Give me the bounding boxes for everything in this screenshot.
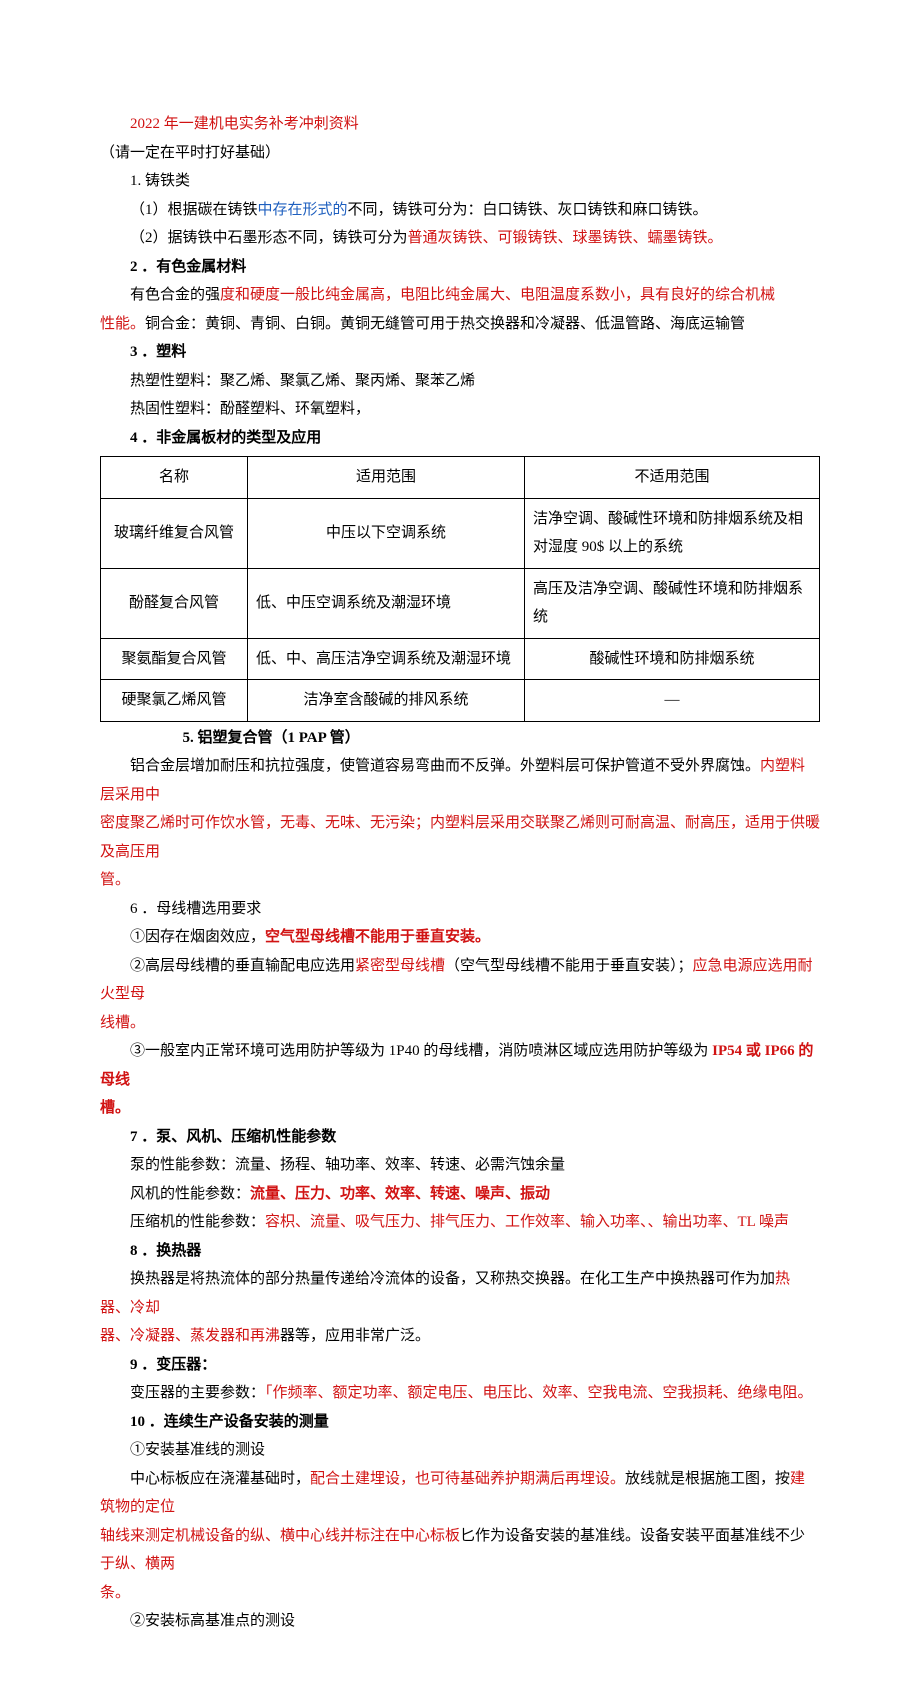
cell-noscope: 洁净空调、酸碱性环境和防排烟系统及相对湿度 90$ 以上的系统: [525, 498, 820, 568]
section-5-p1-line1: 铝合金层增加耐压和抗拉强度，使管道容易弯曲而不反弹。外塑料层可保护管道不受外界腐…: [100, 752, 820, 809]
document-page: 2022 年一建机电实务补考冲刺资料 （请一定在平时打好基础） 1. 铸铁类 （…: [0, 0, 920, 1696]
table-row: 玻璃纤维复合风管 中压以下空调系统 洁净空调、酸碱性环境和防排烟系统及相对湿度 …: [101, 498, 820, 568]
th-scope: 适用范围: [248, 457, 525, 499]
section-6-heading: 6 ．母线槽选用要求: [100, 895, 820, 924]
section-7-p3: 压缩机的性能参数：容枳、流量、吸气压力、排气压力、工作效率、输入功率、、输出功率…: [100, 1208, 820, 1237]
table-header-row: 名称 适用范围 不适用范围: [101, 457, 820, 499]
section-6-p2-line2: 线槽。: [100, 1009, 820, 1038]
section-5-heading: 5. 铝塑复合管（1 PAP 管）: [100, 724, 820, 753]
section-8-p1-line2: 器、冷凝器、蒸发器和再沸器等，应用非常广泛。: [100, 1322, 820, 1351]
th-name: 名称: [101, 457, 248, 499]
section-4-heading: 4 ．非金属板材的类型及应用: [100, 424, 820, 453]
cell-noscope: 高压及洁净空调、酸碱性环境和防排烟系统: [525, 568, 820, 638]
section-6-p3-line2: 槽。: [100, 1094, 820, 1123]
section-10-p2-line2: 轴线来测定机械设备的纵、横中心线并标注在中心标板匕作为设备安装的基准线。设备安装…: [100, 1522, 820, 1579]
cell-name: 硬聚氯乙烯风管: [101, 680, 248, 722]
section-9-heading: 9 ．变压器：: [100, 1351, 820, 1380]
doc-subtitle: （请一定在平时打好基础）: [100, 139, 820, 168]
section-8-heading: 8 ．换热器: [100, 1237, 820, 1266]
cell-scope: 中压以下空调系统: [248, 498, 525, 568]
section-7-p1: 泵的性能参数：流量、扬程、轴功率、效率、转速、必需汽蚀余量: [100, 1151, 820, 1180]
section-10-heading: 10 ．连续生产设备安装的测量: [100, 1408, 820, 1437]
section-5-p1-line3: 管。: [100, 866, 820, 895]
material-table: 名称 适用范围 不适用范围 玻璃纤维复合风管 中压以下空调系统 洁净空调、酸碱性…: [100, 456, 820, 722]
section-7-p2: 风机的性能参数：流量、压力、功率、效率、转速、噪声、振动: [100, 1180, 820, 1209]
cell-name: 酚醛复合风管: [101, 568, 248, 638]
section-1-p2: （2）据铸铁中石墨形态不同，铸铁可分为普通灰铸铁、可锻铸铁、球墨铸铁、蠕墨铸铁。: [100, 224, 820, 253]
section-6-p2-line1: ②高层母线槽的垂直输配电应选用紧密型母线槽（空气型母线槽不能用于垂直安装）；应急…: [100, 952, 820, 1009]
section-10-p1: ①安装基准线的测设: [100, 1436, 820, 1465]
doc-title: 2022 年一建机电实务补考冲刺资料: [100, 110, 820, 139]
section-10-p2-line3: 条。: [100, 1579, 820, 1608]
cell-name: 聚氨酯复合风管: [101, 638, 248, 680]
section-2-p1-line1: 有色合金的强度和硬度一般比纯金属高，电阻比纯金属大、电阻温度系数小，具有良好的综…: [100, 281, 820, 310]
cell-scope: 洁净室含酸碱的排风系统: [248, 680, 525, 722]
section-7-heading: 7 ．泵、风机、压缩机性能参数: [100, 1123, 820, 1152]
cell-noscope: —: [525, 680, 820, 722]
table-row: 酚醛复合风管 低、中压空调系统及潮湿环境 高压及洁净空调、酸碱性环境和防排烟系统: [101, 568, 820, 638]
section-6-p3-line1: ③一般室内正常环境可选用防护等级为 1P40 的母线槽，消防喷淋区域应选用防护等…: [100, 1037, 820, 1094]
section-5-p1-line2: 密度聚乙烯时可作饮水管，无毒、无味、无污染；内塑料层采用交联聚乙烯则可耐高温、耐…: [100, 809, 820, 866]
table-row: 硬聚氯乙烯风管 洁净室含酸碱的排风系统 —: [101, 680, 820, 722]
table-row: 聚氨酯复合风管 低、中、高压洁净空调系统及潮湿环境 酸碱性环境和防排烟系统: [101, 638, 820, 680]
section-9-p1: 变压器的主要参数：「作频率、额定功率、额定电压、电压比、效率、空我电流、空我损耗…: [100, 1379, 820, 1408]
section-10-p3: ②安装标高基准点的测设: [100, 1607, 820, 1636]
section-3-p1: 热塑性塑料：聚乙烯、聚氯乙烯、聚丙烯、聚苯乙烯: [100, 367, 820, 396]
section-8-p1-line1: 换热器是将热流体的部分热量传递给冷流体的设备，又称热交换器。在化工生产中换热器可…: [100, 1265, 820, 1322]
section-2-heading: 2 ．有色金属材料: [100, 253, 820, 282]
cell-name: 玻璃纤维复合风管: [101, 498, 248, 568]
section-3-p2: 热固性塑料：酚醛塑料、环氧塑料，: [100, 395, 820, 424]
section-1-heading: 1. 铸铁类: [100, 167, 820, 196]
cell-noscope: 酸碱性环境和防排烟系统: [525, 638, 820, 680]
section-6-p1: ①因存在烟囱效应，空气型母线槽不能用于垂直安装。: [100, 923, 820, 952]
section-2-p1-line2: 性能。铜合金：黄铜、青铜、白铜。黄铜无缝管可用于热交换器和冷凝器、低温管路、海底…: [100, 310, 820, 339]
section-10-p2-line1: 中心标板应在浇灌基础时，配合土建埋设，也可待基础养护期满后再埋设。放线就是根据施…: [100, 1465, 820, 1522]
th-noscope: 不适用范围: [525, 457, 820, 499]
cell-scope: 低、中、高压洁净空调系统及潮湿环境: [248, 638, 525, 680]
section-1-p1: （1）根据碳在铸铁中存在形式的不同，铸铁可分为：白口铸铁、灰口铸铁和麻口铸铁。: [100, 196, 820, 225]
cell-scope: 低、中压空调系统及潮湿环境: [248, 568, 525, 638]
section-3-heading: 3 ．塑料: [100, 338, 820, 367]
